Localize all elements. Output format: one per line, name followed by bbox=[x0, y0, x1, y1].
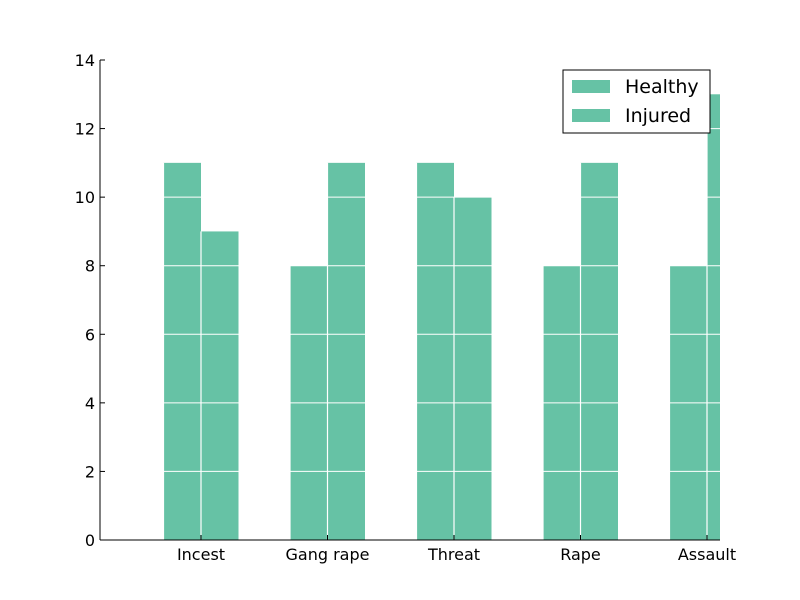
bar-injured-incest bbox=[201, 231, 239, 540]
x-tick-label-incest: Incest bbox=[177, 545, 225, 564]
x-tick-label-assault: Assault bbox=[678, 545, 736, 564]
y-tick-label: 14 bbox=[75, 51, 95, 70]
bar-injured-threat bbox=[454, 197, 492, 540]
axes bbox=[99, 60, 720, 541]
y-tick-label: 4 bbox=[85, 394, 95, 413]
y-tick-label: 12 bbox=[75, 120, 95, 139]
bar-injured-assault bbox=[707, 94, 720, 541]
y-tick-label: 2 bbox=[85, 462, 95, 481]
legend-label-injured: Injured bbox=[625, 105, 691, 127]
bar-injured-gang-rape bbox=[327, 162, 365, 540]
y-tick-label: 8 bbox=[85, 257, 95, 276]
legend: Healthy Injured bbox=[562, 69, 711, 134]
x-tick-label-rape: Rape bbox=[560, 545, 601, 564]
bar-injured-rape bbox=[580, 162, 618, 540]
x-tick-label-threat: Threat bbox=[427, 545, 480, 564]
y-tick-label: 0 bbox=[85, 531, 95, 550]
x-ticks: Incest Gang rape Threat Rape Assault bbox=[177, 535, 736, 564]
y-tick-label: 6 bbox=[85, 325, 95, 344]
legend-swatch-healthy bbox=[572, 80, 610, 93]
bar-healthy-threat bbox=[416, 162, 454, 540]
x-tick-label-gang-rape: Gang rape bbox=[286, 545, 370, 564]
legend-swatch-injured bbox=[572, 109, 610, 122]
y-ticks: 0 2 4 6 8 10 12 14 bbox=[75, 51, 105, 550]
bar-healthy-incest bbox=[163, 162, 201, 540]
legend-label-healthy: Healthy bbox=[625, 76, 699, 98]
y-tick-label: 10 bbox=[75, 188, 95, 207]
bars-layer bbox=[162, 94, 720, 541]
